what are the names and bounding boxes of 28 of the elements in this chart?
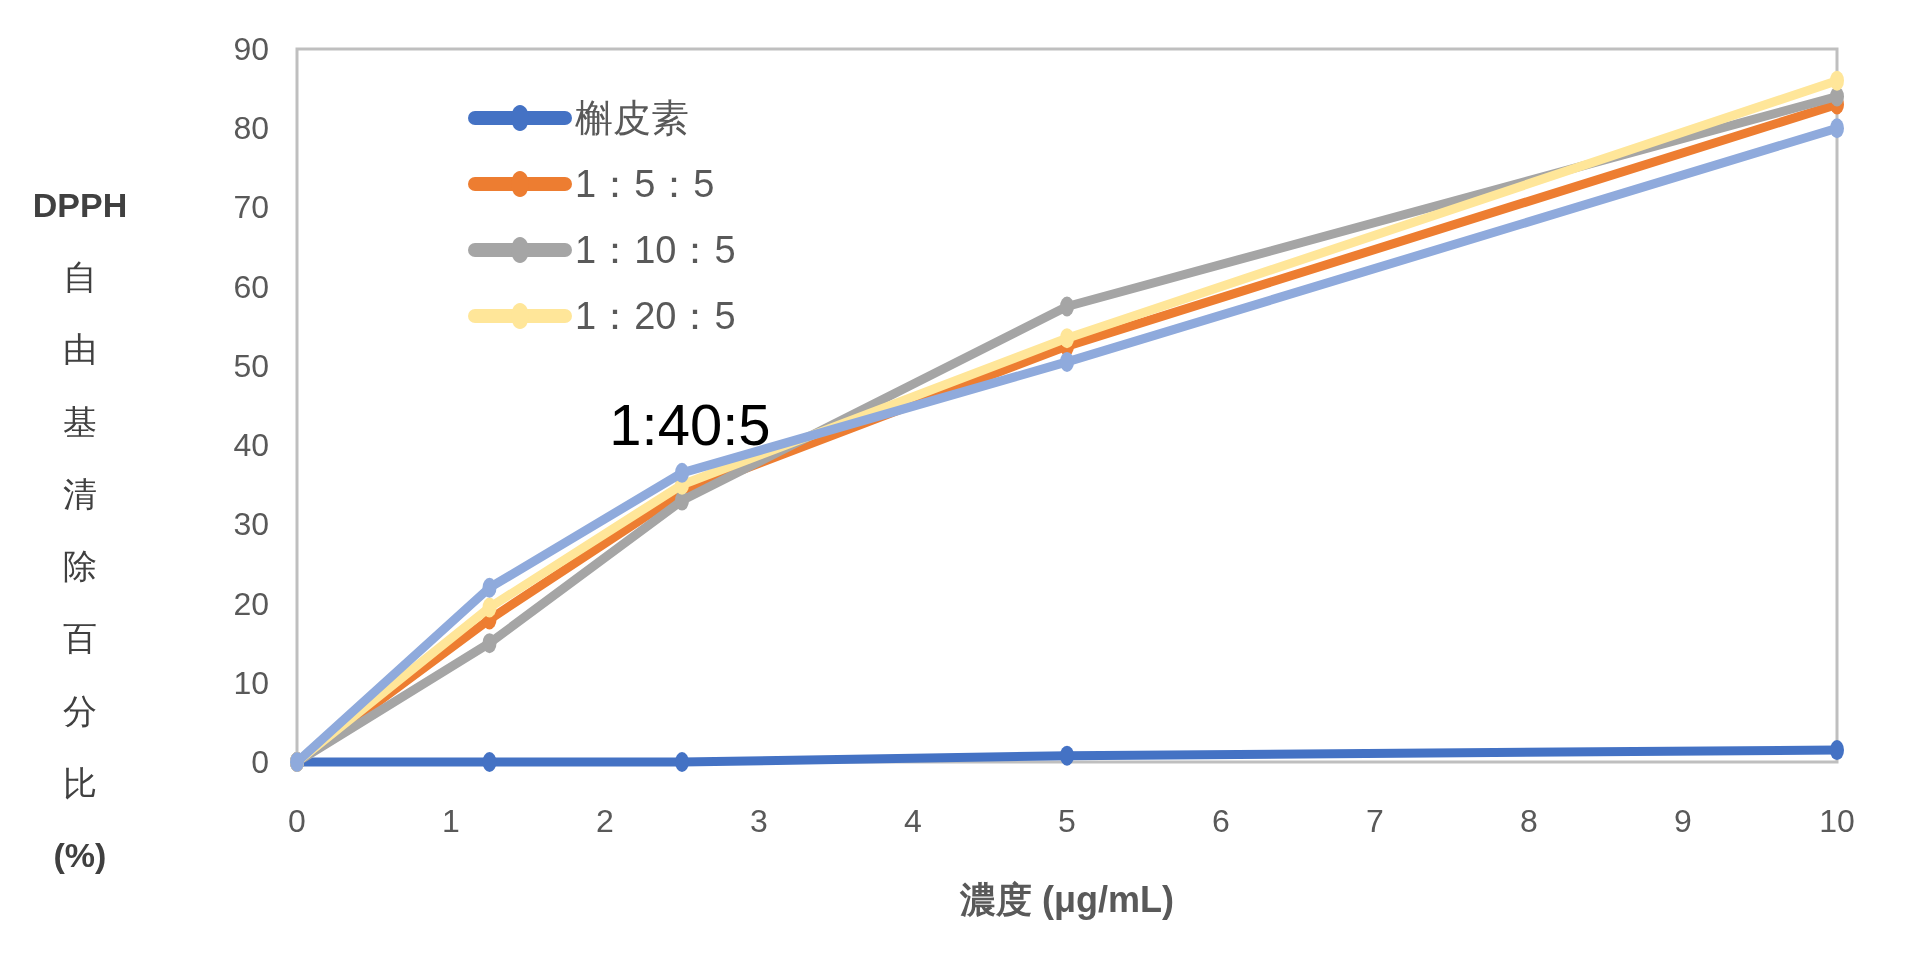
x-tick-label: 9 — [1674, 803, 1692, 839]
y-tick-label: 90 — [233, 31, 269, 67]
x-tick-label: 8 — [1520, 803, 1538, 839]
x-tick-label: 4 — [904, 803, 922, 839]
y-tick-label: 80 — [233, 110, 269, 147]
x-tick-label: 2 — [596, 803, 614, 839]
y-tick-label: 20 — [233, 585, 269, 622]
legend-label: 1：20：5 — [575, 295, 736, 337]
x-tick-label: 3 — [750, 803, 768, 839]
y-tick-label: 70 — [233, 189, 269, 226]
annotation: 1:40:5 — [609, 392, 771, 457]
legend-label: 1：10：5 — [575, 229, 736, 271]
x-tick-label: 7 — [1366, 803, 1384, 839]
text: DPPH 自由基清除百分比 (%) — [32, 186, 128, 874]
x-tick-label: 0 — [288, 803, 306, 839]
x-tick-label: 1 — [442, 803, 460, 839]
y-tick-label: 30 — [233, 506, 269, 543]
legend-label: 1：5：5 — [575, 163, 715, 205]
y-tick-label: 10 — [233, 664, 269, 701]
y-tick-label: 40 — [233, 427, 269, 464]
y-tick-label: 0 — [251, 744, 269, 780]
x-tick-label: 5 — [1058, 803, 1076, 839]
x-axis-title: 濃度 (μg/mL) — [959, 879, 1174, 920]
y-tick-label: 50 — [233, 347, 269, 384]
x-tick-label: 6 — [1212, 803, 1230, 839]
legend-label: 槲皮素 — [575, 97, 689, 139]
x-tick-label: 10 — [1819, 803, 1855, 839]
y-tick-label: 60 — [233, 268, 269, 305]
